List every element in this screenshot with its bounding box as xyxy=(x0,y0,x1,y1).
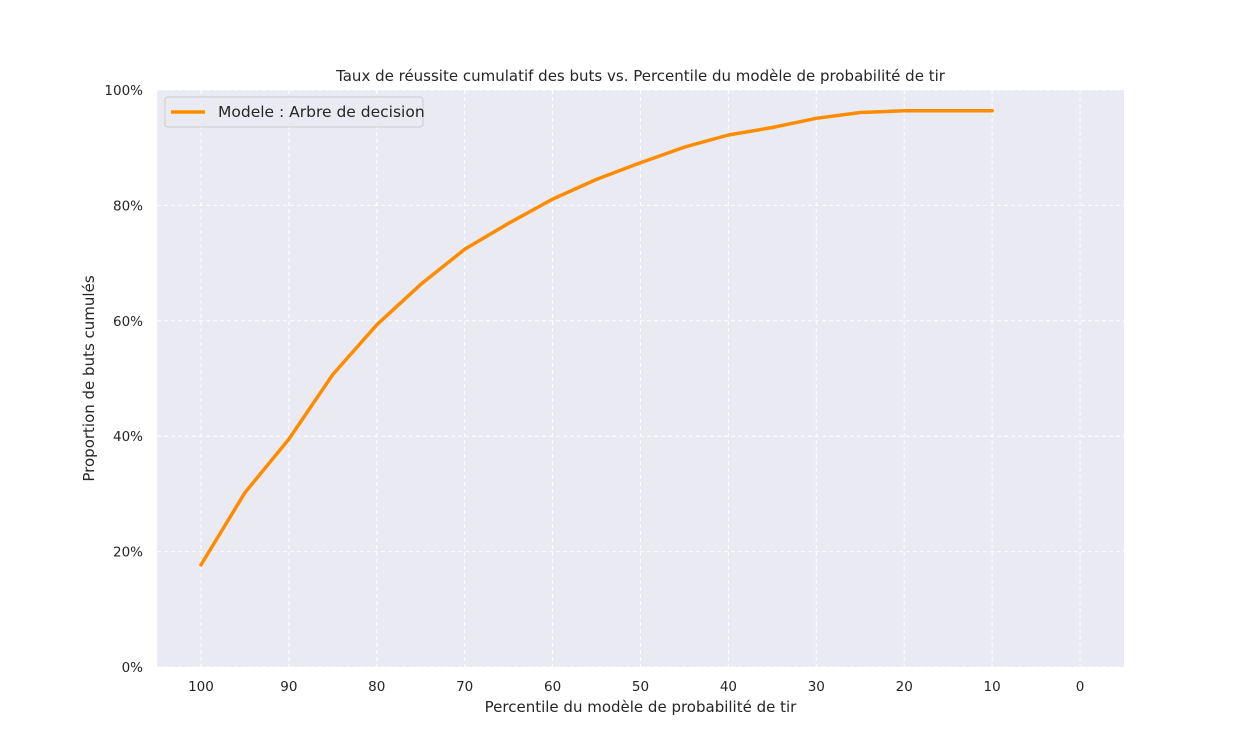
y-tick-label: 0% xyxy=(122,660,144,676)
data-point xyxy=(463,247,467,251)
data-point xyxy=(902,109,906,113)
chart-title: Taux de réussite cumulatif des buts vs. … xyxy=(335,67,946,85)
data-point xyxy=(287,437,291,441)
x-tick-label: 60 xyxy=(544,679,561,695)
x-tick-label: 90 xyxy=(280,679,297,695)
data-point xyxy=(199,563,203,567)
data-point xyxy=(595,177,599,181)
data-point xyxy=(682,145,686,149)
x-tick-label: 100 xyxy=(188,679,214,695)
data-point xyxy=(243,491,247,495)
data-point xyxy=(551,197,555,201)
data-point xyxy=(858,111,862,115)
data-point xyxy=(375,323,379,327)
x-tick-label: 80 xyxy=(368,679,385,695)
y-axis-label: Proportion de buts cumulés xyxy=(80,275,98,481)
y-tick-label: 40% xyxy=(113,429,143,445)
legend-box xyxy=(164,96,424,128)
y-tick-label: 80% xyxy=(113,198,143,214)
y-tick-label: 20% xyxy=(113,545,143,561)
grid xyxy=(157,89,1124,668)
x-axis-ticks: 100 90 80 70 60 50 40 30 20 10 0 xyxy=(188,679,1084,695)
data-point xyxy=(946,109,950,113)
data-point xyxy=(770,126,774,130)
legend-label: Modele : Arbre de decision xyxy=(218,103,425,121)
y-axis-ticks: 0% 20% 40% 60% 80% 100% xyxy=(104,83,143,676)
x-tick-label: 0 xyxy=(1076,679,1085,695)
data-point xyxy=(814,116,818,120)
y-tick-label: 100% xyxy=(104,83,143,99)
data-point xyxy=(639,161,642,165)
legend: Modele : Arbre de decision xyxy=(164,96,425,128)
data-point xyxy=(507,221,511,225)
x-tick-label: 40 xyxy=(720,679,737,695)
x-tick-label: 10 xyxy=(984,679,1001,695)
data-point xyxy=(331,372,335,376)
data-point xyxy=(990,109,994,113)
x-tick-label: 30 xyxy=(808,679,825,695)
x-axis-label: Percentile du modèle de probabilité de t… xyxy=(485,698,798,716)
x-tick-label: 70 xyxy=(456,679,473,695)
data-point xyxy=(419,282,423,286)
series-layer xyxy=(199,109,994,567)
x-tick-label: 50 xyxy=(632,679,649,695)
x-tick-label: 20 xyxy=(896,679,913,695)
y-tick-label: 60% xyxy=(113,314,143,330)
data-point xyxy=(726,133,730,137)
